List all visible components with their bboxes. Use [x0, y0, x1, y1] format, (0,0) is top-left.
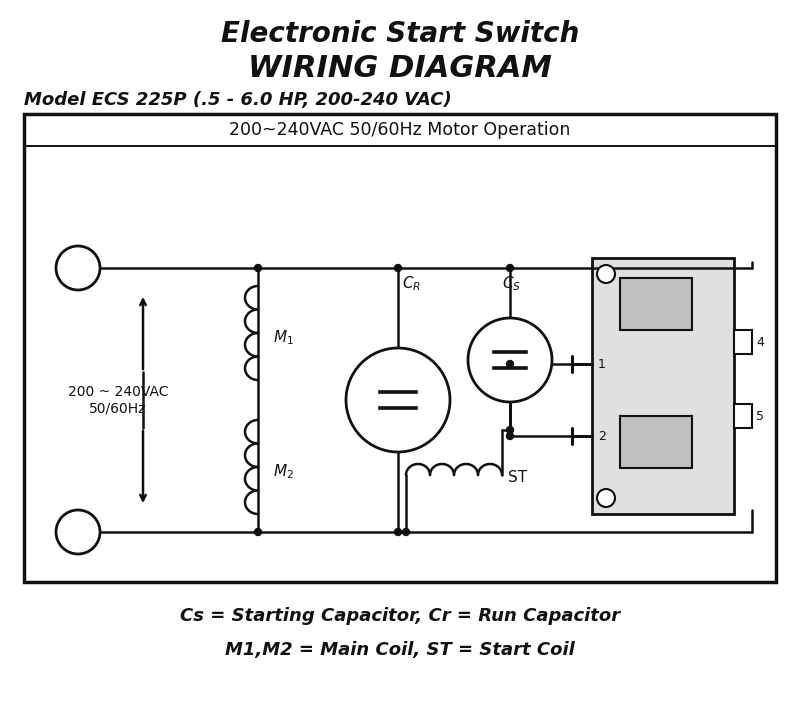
Circle shape — [56, 510, 100, 554]
Text: 200~240VAC 50/60Hz Motor Operation: 200~240VAC 50/60Hz Motor Operation — [230, 121, 570, 139]
Text: $C_S$: $C_S$ — [502, 274, 521, 293]
Text: N: N — [70, 523, 86, 541]
Text: Electronic Start Switch: Electronic Start Switch — [221, 20, 579, 48]
Circle shape — [254, 528, 262, 536]
Bar — [24, 114, 776, 582]
Circle shape — [394, 264, 402, 271]
Bar — [620, 416, 692, 468]
Text: 1: 1 — [598, 358, 606, 371]
Circle shape — [506, 264, 514, 271]
Circle shape — [506, 433, 514, 440]
Text: $M_1$: $M_1$ — [273, 328, 294, 347]
Text: 5: 5 — [756, 410, 764, 423]
Text: M1,M2 = Main Coil, ST = Start Coil: M1,M2 = Main Coil, ST = Start Coil — [225, 641, 575, 659]
Text: $C_R$: $C_R$ — [402, 274, 421, 293]
Bar — [734, 330, 752, 354]
Text: 200 ~ 240VAC
50/60Hz: 200 ~ 240VAC 50/60Hz — [68, 385, 168, 415]
Circle shape — [506, 426, 514, 433]
Text: 4: 4 — [756, 336, 764, 348]
Circle shape — [597, 265, 615, 283]
Text: 2: 2 — [598, 430, 606, 443]
Text: Cs = Starting Capacitor, Cr = Run Capacitor: Cs = Starting Capacitor, Cr = Run Capaci… — [180, 607, 620, 625]
Circle shape — [597, 489, 615, 507]
Circle shape — [506, 361, 514, 368]
Text: ST: ST — [508, 470, 527, 485]
Circle shape — [468, 318, 552, 402]
Circle shape — [254, 264, 262, 271]
Text: WIRING DIAGRAM: WIRING DIAGRAM — [248, 54, 552, 83]
Circle shape — [346, 348, 450, 452]
Text: Model ECS 225P (.5 - 6.0 HP, 200-240 VAC): Model ECS 225P (.5 - 6.0 HP, 200-240 VAC… — [24, 91, 452, 109]
Bar — [592, 258, 734, 514]
Circle shape — [56, 246, 100, 290]
Text: L: L — [72, 259, 84, 277]
Bar — [620, 278, 692, 330]
Text: $M_2$: $M_2$ — [273, 463, 294, 481]
Circle shape — [394, 528, 402, 536]
Circle shape — [402, 528, 410, 536]
Bar — [734, 404, 752, 428]
